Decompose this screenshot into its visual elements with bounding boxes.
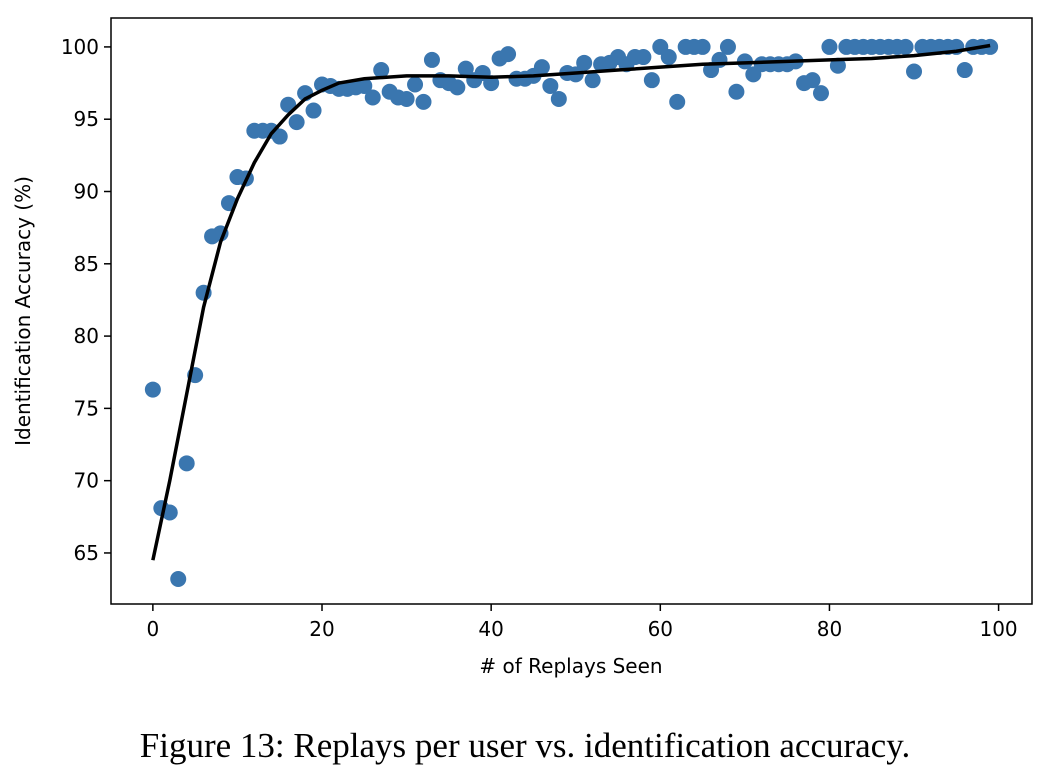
x-tick-label: 60	[648, 617, 673, 641]
scatter-point	[457, 60, 474, 77]
scatter-point	[533, 59, 550, 76]
y-tick-label: 90	[74, 180, 99, 204]
y-tick-label: 65	[74, 541, 99, 565]
scatter-point	[804, 72, 821, 89]
scatter-point	[305, 102, 322, 119]
x-tick-label: 0	[146, 617, 159, 641]
scatter-point	[956, 62, 973, 79]
caption: Figure 13: Replays per user vs. identifi…	[140, 726, 910, 765]
scatter-point	[728, 83, 745, 100]
scatter-point	[669, 93, 686, 110]
x-tick-label: 100	[979, 617, 1017, 641]
scatter-point	[398, 90, 415, 107]
scatter-point	[829, 57, 846, 74]
y-tick-label: 80	[74, 324, 99, 348]
scatter-point	[449, 79, 466, 96]
scatter-point	[373, 62, 390, 79]
scatter-point	[542, 77, 559, 94]
y-tick-label: 75	[74, 396, 99, 420]
scatter-point	[660, 49, 677, 66]
y-tick-label: 100	[61, 35, 99, 59]
scatter-point	[407, 76, 424, 93]
scatter-point	[178, 455, 195, 472]
scatter-point	[906, 63, 923, 80]
x-tick-label: 40	[478, 617, 503, 641]
scatter-point	[550, 90, 567, 107]
scatter-point	[719, 38, 736, 55]
scatter-point	[635, 49, 652, 66]
scatter-point	[161, 504, 178, 521]
x-tick-label: 20	[309, 617, 334, 641]
scatter-point	[144, 381, 161, 398]
x-tick-label: 80	[817, 617, 842, 641]
scatter-point	[821, 38, 838, 55]
scatter-point	[694, 38, 711, 55]
y-tick-label: 70	[74, 469, 99, 493]
scatter-point	[812, 85, 829, 102]
scatter-point	[356, 77, 373, 94]
scatter-point	[483, 75, 500, 92]
y-axis-label: Identification Accuracy (%)	[11, 176, 35, 446]
scatter-point	[500, 46, 517, 63]
y-tick-label: 85	[74, 252, 99, 276]
scatter-point	[643, 72, 660, 89]
y-tick-label: 95	[74, 107, 99, 131]
x-axis-label: # of Replays Seen	[479, 654, 662, 678]
fit-line	[151, 43, 991, 561]
scatter-point	[271, 128, 288, 145]
scatter-point	[423, 51, 440, 68]
scatter-point	[897, 38, 914, 55]
scatter-point	[576, 54, 593, 71]
scatter-point	[170, 570, 187, 587]
scatter-point	[415, 93, 432, 110]
scatter-point	[288, 114, 305, 131]
scatter-point	[584, 72, 601, 89]
chart: # of Replays Seen Identification Accurac…	[11, 17, 1033, 678]
plot-frame	[110, 17, 1033, 605]
scatter-point	[364, 89, 381, 106]
